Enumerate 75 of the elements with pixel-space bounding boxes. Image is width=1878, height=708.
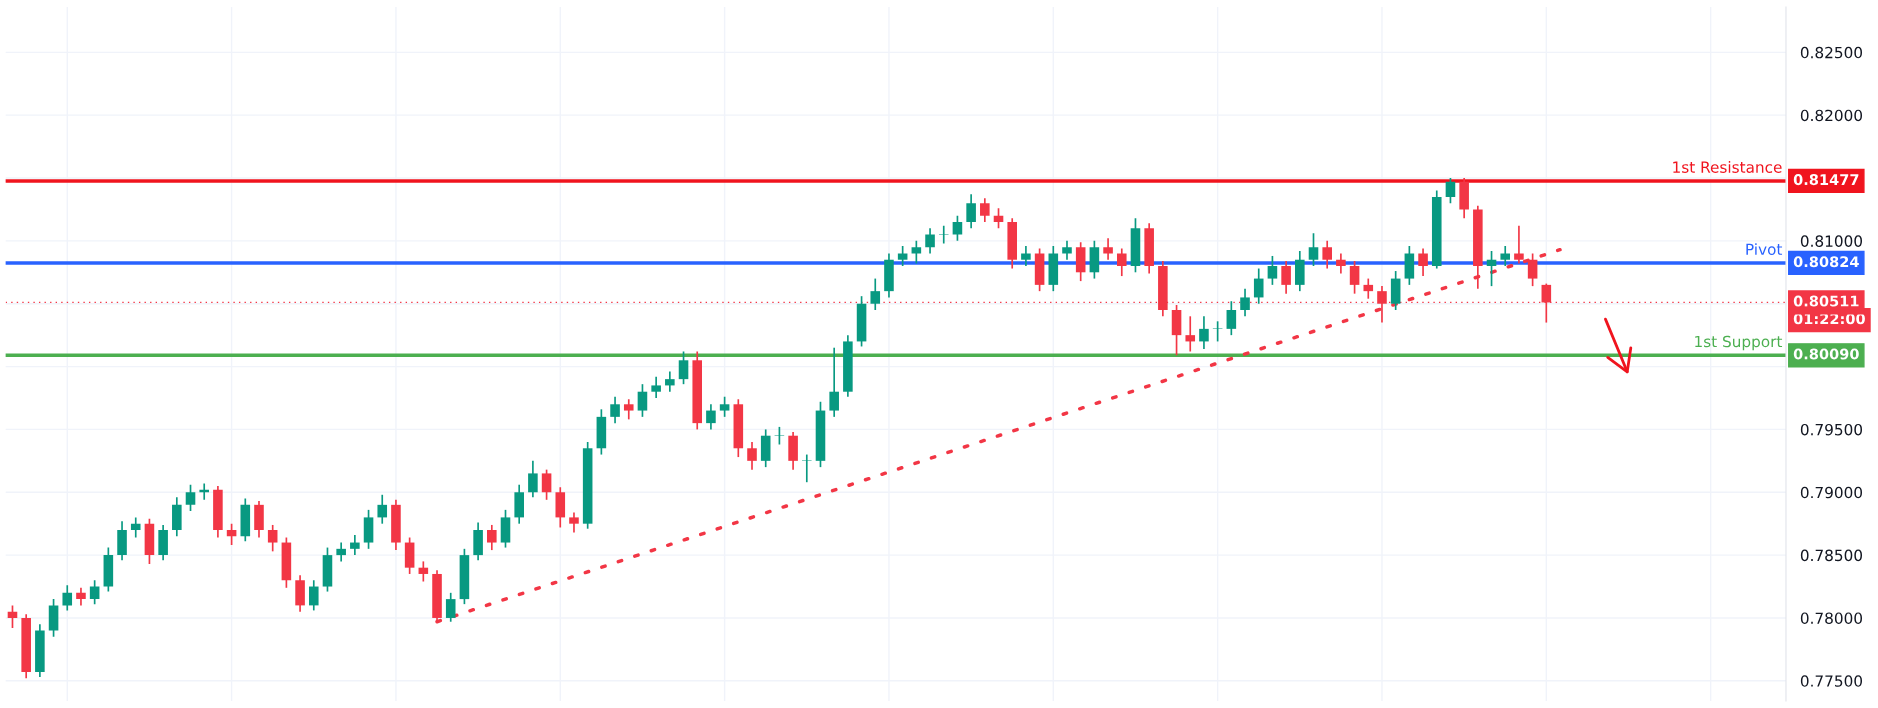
candlestick <box>1267 255 1278 286</box>
candlestick <box>418 560 429 583</box>
candlestick <box>1021 245 1031 267</box>
candlestick <box>308 579 319 612</box>
y-tick-label: 0.82000 <box>1800 109 1863 122</box>
candlestick <box>541 468 552 501</box>
candlestick <box>1281 260 1291 295</box>
candlestick <box>637 383 648 418</box>
candlestick <box>1062 240 1072 261</box>
candlestick <box>966 193 976 230</box>
text: 0.80511 <box>1793 295 1859 307</box>
candlestick <box>1500 245 1511 267</box>
candlestick <box>89 579 100 605</box>
candlestick <box>925 227 935 255</box>
candlestick <box>569 511 579 534</box>
y-tick-label: 0.82500 <box>1800 46 1863 59</box>
y-tick-label: 0.78500 <box>1800 549 1863 562</box>
candlestick <box>62 584 73 612</box>
candlestick <box>1486 250 1497 287</box>
text: 0.80824 <box>1793 256 1859 268</box>
candlestick <box>870 277 881 311</box>
candlestick <box>336 541 346 563</box>
candlestick <box>267 524 278 553</box>
ref-line-label: Pivot <box>1746 243 1783 256</box>
candlestick <box>719 395 730 418</box>
candlestick <box>1377 285 1387 324</box>
candlestick <box>651 375 661 399</box>
candlestick <box>1212 320 1223 343</box>
candlestick <box>706 403 716 431</box>
ref-line-label: 1st Resistance <box>1673 161 1782 173</box>
y-tick-label: 0.79500 <box>1800 423 1863 436</box>
candlestick <box>1336 252 1346 275</box>
candlestick <box>1253 267 1264 305</box>
candlestick <box>938 224 949 245</box>
ref-line-label: 1st Support <box>1695 335 1783 351</box>
candlestick <box>1103 237 1113 261</box>
text: 0.81477 <box>1793 174 1859 186</box>
candlestick <box>1322 240 1332 270</box>
candlestick <box>487 524 497 551</box>
candlestick <box>1527 252 1538 287</box>
candlestick <box>897 245 908 267</box>
candlestick <box>377 493 388 525</box>
y-tick-label: 0.77500 <box>1800 675 1863 687</box>
candlestick <box>1226 300 1237 336</box>
candlestick <box>226 522 237 546</box>
candlestick <box>1363 277 1374 300</box>
candlestick <box>665 370 675 393</box>
candlestick <box>7 604 18 629</box>
candlestick <box>130 516 141 539</box>
y-tick-label: 0.79000 <box>1800 486 1863 499</box>
candlestick <box>993 207 1004 230</box>
candlestick <box>952 214 963 242</box>
candlestick <box>980 197 990 223</box>
candlestick <box>1185 315 1196 353</box>
candlestick <box>610 395 620 424</box>
candlestick <box>528 460 538 499</box>
candlestick <box>350 534 360 556</box>
candlestick <box>678 350 689 386</box>
candlestick <box>1240 287 1250 318</box>
candlestick <box>1308 232 1319 267</box>
candlestick <box>1445 177 1456 205</box>
candlestick <box>829 346 839 418</box>
y-tick-label: 0.81000 <box>1800 235 1863 247</box>
candlestick <box>1349 260 1360 295</box>
candlestick <box>802 453 812 484</box>
candlestick <box>623 398 634 421</box>
candlestick <box>1116 247 1127 277</box>
text: 0.80090 <box>1793 348 1859 360</box>
candlestick <box>747 441 757 471</box>
candlestick <box>445 591 456 623</box>
candlestick <box>1418 247 1428 277</box>
candlestick <box>185 483 196 512</box>
candlestick <box>1199 315 1209 350</box>
candlestick <box>911 240 922 265</box>
y-tick-label: 0.78000 <box>1800 612 1863 624</box>
